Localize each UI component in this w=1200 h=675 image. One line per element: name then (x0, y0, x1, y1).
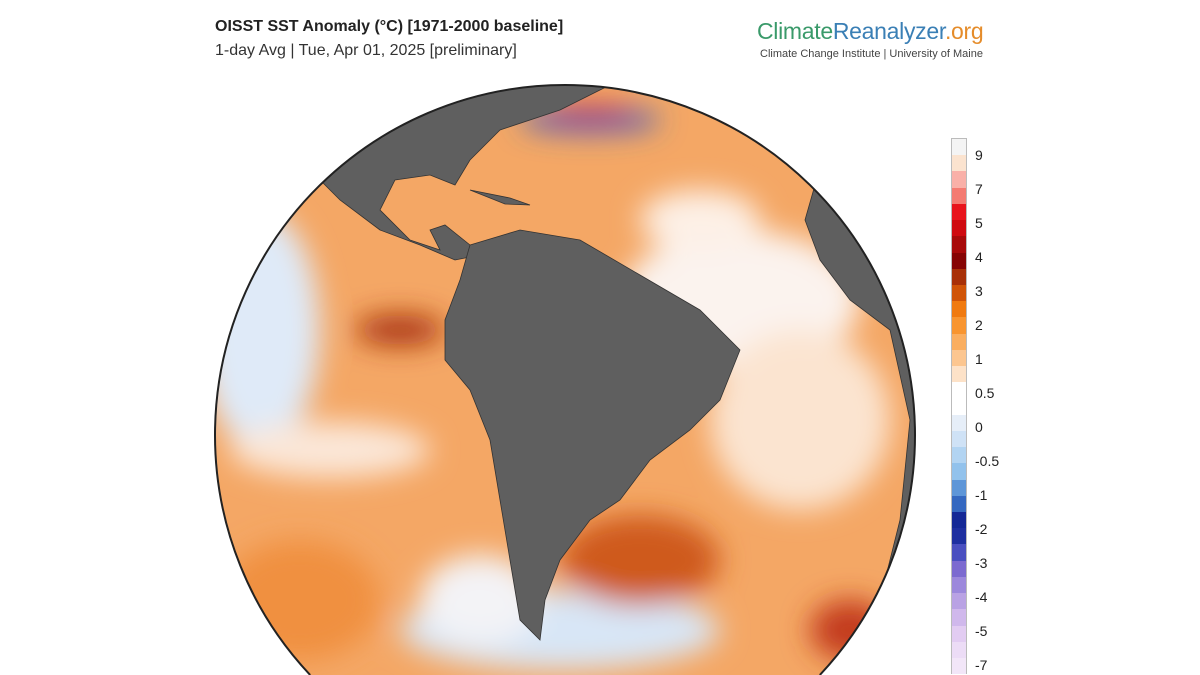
colorbar (951, 138, 967, 674)
colorbar-tick-label: 9 (975, 147, 983, 163)
colorbar-swatch (952, 171, 966, 188)
colorbar-swatch (952, 252, 966, 269)
colorbar-tick-label: -0.5 (975, 453, 1000, 469)
colorbar-swatch (952, 317, 966, 334)
colorbar-tick-label: -3 (975, 555, 988, 571)
colorbar-tick-label: 0.5 (975, 385, 995, 401)
colorbar-swatch (952, 641, 966, 658)
colorbar-swatch (952, 203, 966, 221)
colorbar-swatch (952, 447, 966, 464)
colorbar-tick-label: 2 (975, 317, 983, 333)
colorbar-swatch (952, 366, 966, 383)
climate-reanalyzer-logo[interactable]: ClimateReanalyzer.org (757, 18, 984, 45)
colorbar-tick-label: 3 (975, 283, 983, 299)
colorbar-tick-label: 1 (975, 351, 983, 367)
colorbar-tick-label: -5 (975, 623, 988, 639)
colorbar-swatch (952, 382, 966, 399)
colorbar-tick-label: 0 (975, 419, 983, 435)
colorbar-swatch (952, 414, 966, 431)
colorbar-swatch (952, 284, 966, 302)
colorbar-tick-label: -1 (975, 487, 988, 503)
south-america (444, 229, 741, 641)
colorbar-swatch (952, 528, 966, 545)
map-subtitle: 1-day Avg | Tue, Apr 01, 2025 [prelimina… (215, 42, 517, 59)
colorbar-swatch (952, 349, 966, 367)
sst-anomaly-globe (214, 84, 916, 675)
logo-part-org: .org (944, 18, 984, 44)
cuba (469, 189, 531, 206)
colorbar-swatch (952, 625, 966, 642)
colorbar-swatch (952, 609, 966, 626)
colorbar-swatch (952, 430, 966, 448)
colorbar-swatch (952, 187, 966, 204)
colorbar-swatch (952, 220, 966, 237)
globe-outline (214, 84, 916, 675)
colorbar-swatch (952, 544, 966, 561)
colorbar-swatch (952, 593, 966, 610)
colorbar-swatch (952, 398, 966, 415)
colorbar-tick-label: -4 (975, 589, 988, 605)
colorbar-swatch (952, 560, 966, 577)
colorbar-swatch (952, 139, 966, 156)
logo-part-climate: Climate (757, 18, 833, 44)
colorbar-swatch (952, 236, 966, 253)
colorbar-swatch (952, 155, 966, 172)
colorbar-swatch (952, 512, 966, 529)
colorbar-swatch (952, 495, 966, 513)
logo-part-reanalyzer: Reanalyzer (832, 18, 945, 44)
colorbar-swatch (952, 576, 966, 594)
colorbar-tick-label: 4 (975, 249, 983, 265)
colorbar-tick-label: 7 (975, 181, 983, 197)
colorbar-swatch (952, 268, 966, 285)
map-title: OISST SST Anomaly (°C) [1971-2000 baseli… (215, 18, 564, 35)
colorbar-swatch (952, 658, 966, 674)
colorbar-swatch (952, 479, 966, 496)
colorbar-swatch (952, 333, 966, 350)
colorbar-tick-label: -2 (975, 521, 988, 537)
colorbar-swatch (952, 463, 966, 480)
colorbar-tick-label: 5 (975, 215, 983, 231)
logo-tagline: Climate Change Institute | University of… (760, 48, 983, 60)
colorbar-tick-label: -7 (975, 657, 988, 673)
colorbar-swatch (952, 301, 966, 318)
